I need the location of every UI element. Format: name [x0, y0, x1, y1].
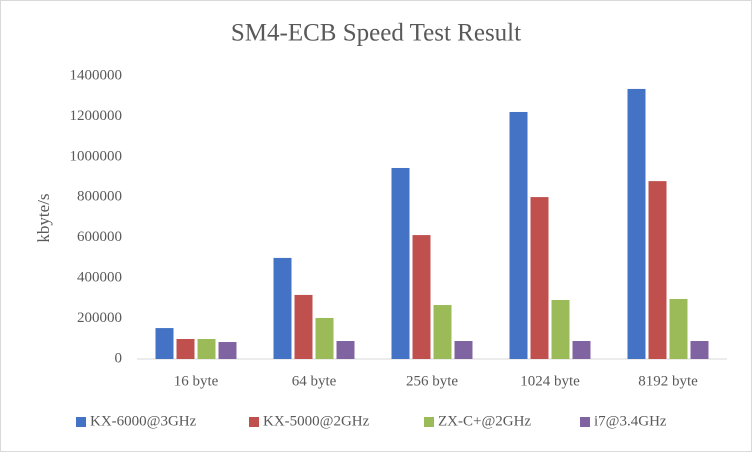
- y-tick-label: 200000: [77, 310, 122, 326]
- bar: [336, 341, 355, 359]
- x-tick-label: 64 byte: [292, 373, 337, 389]
- bar: [530, 197, 549, 359]
- bar: [551, 299, 570, 359]
- bar: [218, 342, 237, 359]
- y-tick-label: 400000: [77, 270, 122, 286]
- bar: [433, 305, 452, 359]
- bar: [572, 341, 591, 359]
- legend-swatch: [76, 417, 86, 427]
- legend-label: KX-6000@3GHz: [90, 413, 197, 429]
- bar: [454, 341, 473, 359]
- bar: [669, 298, 688, 359]
- legend-label: KX-5000@2GHz: [263, 413, 370, 429]
- y-tick-label: 800000: [77, 189, 122, 205]
- bar: [690, 341, 709, 359]
- y-tick-label: 600000: [77, 229, 122, 245]
- legend-swatch: [424, 417, 434, 427]
- bar: [273, 257, 292, 359]
- bar: [315, 317, 334, 359]
- bar: [176, 338, 195, 359]
- x-tick-label: 16 byte: [174, 373, 219, 389]
- bar: [197, 338, 216, 359]
- legend-swatch: [580, 417, 590, 427]
- y-tick-label: 1000000: [70, 148, 123, 164]
- legend-label: ZX-C+@2GHz: [438, 413, 531, 429]
- bar: [627, 88, 646, 360]
- x-tick-label: 1024 byte: [520, 373, 580, 389]
- bar: [648, 181, 667, 359]
- y-axis-label: kbyte/s: [34, 193, 53, 242]
- y-tick-label: 1400000: [70, 67, 123, 83]
- y-tick-label: 0: [115, 350, 123, 366]
- bar: [412, 235, 431, 359]
- legend-label: i7@3.4GHz: [594, 413, 667, 429]
- y-tick-label: 1200000: [70, 108, 123, 124]
- x-tick-label: 8192 byte: [638, 373, 698, 389]
- bar: [294, 294, 313, 359]
- bar: [509, 111, 528, 359]
- bar: [155, 328, 174, 359]
- x-tick-label: 256 byte: [406, 373, 458, 389]
- chart-title: SM4-ECB Speed Test Result: [231, 20, 521, 47]
- legend-swatch: [249, 417, 259, 427]
- bar: [391, 167, 410, 359]
